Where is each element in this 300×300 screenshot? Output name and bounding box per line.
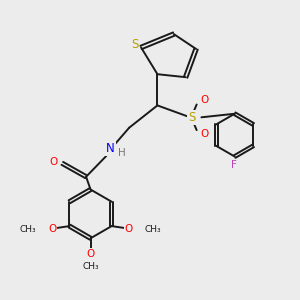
Text: CH₃: CH₃	[82, 262, 99, 271]
Text: O: O	[86, 249, 95, 259]
Text: S: S	[188, 111, 195, 124]
Text: O: O	[48, 224, 56, 234]
Text: O: O	[50, 157, 58, 167]
Text: H: H	[118, 148, 126, 158]
Text: O: O	[125, 224, 133, 234]
Text: CH₃: CH₃	[145, 225, 162, 234]
Text: CH₃: CH₃	[20, 225, 36, 234]
Text: N: N	[106, 142, 115, 155]
Text: F: F	[231, 160, 237, 170]
Text: O: O	[200, 95, 208, 105]
Text: S: S	[131, 38, 138, 51]
Text: O: O	[200, 129, 208, 139]
